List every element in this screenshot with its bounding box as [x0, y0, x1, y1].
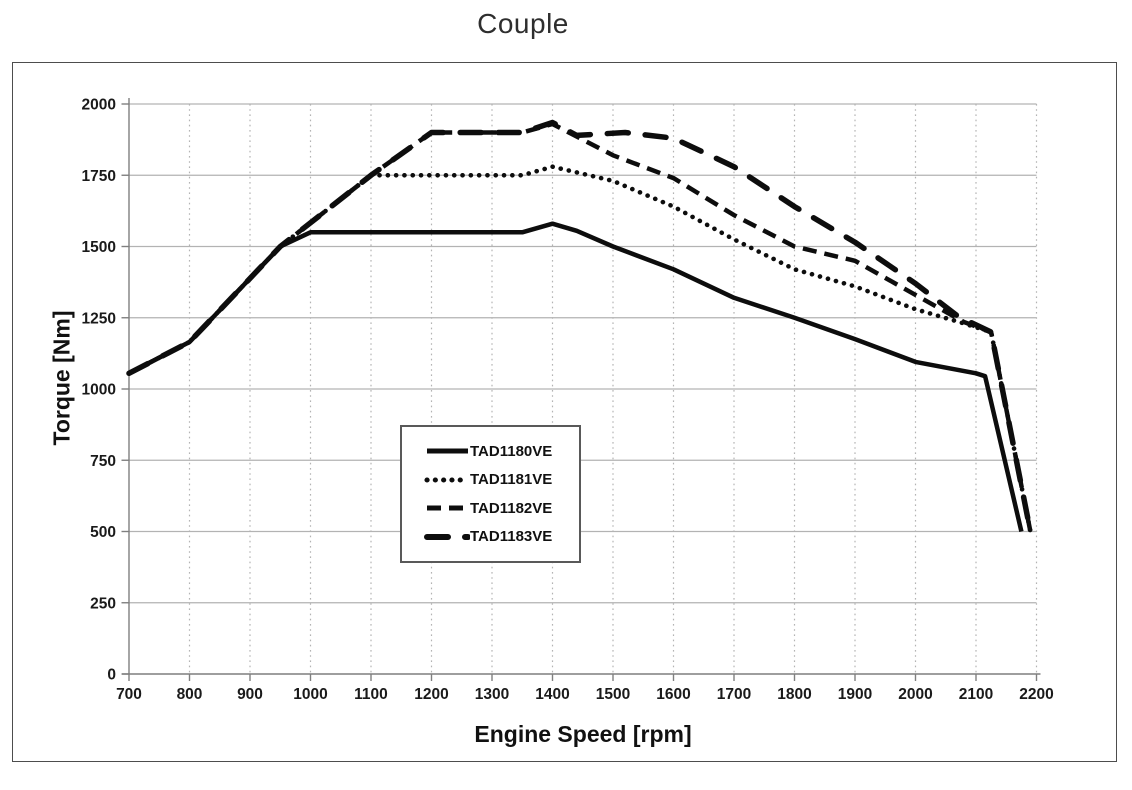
svg-text:1900: 1900: [838, 686, 872, 703]
chart-frame: [12, 62, 1117, 762]
svg-text:2100: 2100: [959, 686, 993, 703]
svg-text:0: 0: [107, 667, 116, 684]
svg-text:2000: 2000: [82, 97, 116, 114]
legend-marker-long-dash-icon: [424, 533, 470, 540]
svg-text:1600: 1600: [656, 686, 690, 703]
legend-item-tad1181ve: TAD1181VE: [424, 471, 575, 488]
svg-text:250: 250: [90, 595, 116, 612]
svg-text:1000: 1000: [293, 686, 327, 703]
chart-title: Couple: [477, 8, 569, 39]
svg-text:2200: 2200: [1019, 686, 1053, 703]
legend-label: TAD1180VE: [470, 442, 553, 460]
series-line-TAD1181VE: [126, 164, 1033, 534]
svg-text:1000: 1000: [82, 382, 116, 399]
legend-item-tad1180ve: TAD1180VE: [424, 443, 575, 460]
legend: TAD1180VE TAD1181VE TAD1182VE TAD1183VE: [400, 425, 581, 563]
svg-text:1750: 1750: [82, 168, 116, 185]
legend-item-tad1183ve: TAD1183VE: [424, 528, 575, 545]
legend-label: TAD1181VE: [470, 471, 553, 489]
legend-label: TAD1182VE: [470, 499, 553, 517]
x-axis-title: Engine Speed [rpm]: [474, 721, 692, 747]
legend-marker-solid-icon: [427, 448, 468, 454]
svg-text:900: 900: [237, 686, 263, 703]
gridlines-horizontal: [129, 103, 1037, 604]
svg-text:750: 750: [90, 453, 116, 470]
svg-text:1400: 1400: [535, 686, 569, 703]
svg-text:800: 800: [177, 686, 203, 703]
svg-text:1300: 1300: [475, 686, 509, 703]
svg-text:2000: 2000: [898, 686, 932, 703]
svg-text:700: 700: [116, 686, 142, 703]
gridlines-vertical: [188, 104, 1038, 674]
svg-text:1250: 1250: [82, 310, 116, 327]
legend-label: TAD1183VE: [470, 528, 553, 546]
legend-marker-dotted-icon: [424, 477, 470, 483]
svg-text:1500: 1500: [596, 686, 630, 703]
x-tick-labels: 700 800 900 1000 1100 1200 1300 1400 1500 1600 170…: [116, 686, 1054, 703]
svg-text:1200: 1200: [414, 686, 448, 703]
series-line-TAD1183VE: [126, 119, 1034, 535]
svg-text:1700: 1700: [717, 686, 751, 703]
svg-text:1100: 1100: [354, 686, 388, 703]
y-axis-title: Torque [Nm]: [48, 310, 75, 446]
svg-text:500: 500: [90, 524, 116, 541]
svg-text:1800: 1800: [777, 686, 811, 703]
series-line-TAD1180VE: [127, 221, 1024, 533]
legend-marker-dashed-icon: [427, 505, 468, 511]
svg-text:1500: 1500: [82, 239, 116, 256]
y-tick-labels: 0 250 500 750 1000 1250 1500 1750 2000: [82, 97, 116, 684]
legend-item-tad1182ve: TAD1182VE: [424, 500, 575, 517]
tick-marks: [121, 103, 1038, 681]
